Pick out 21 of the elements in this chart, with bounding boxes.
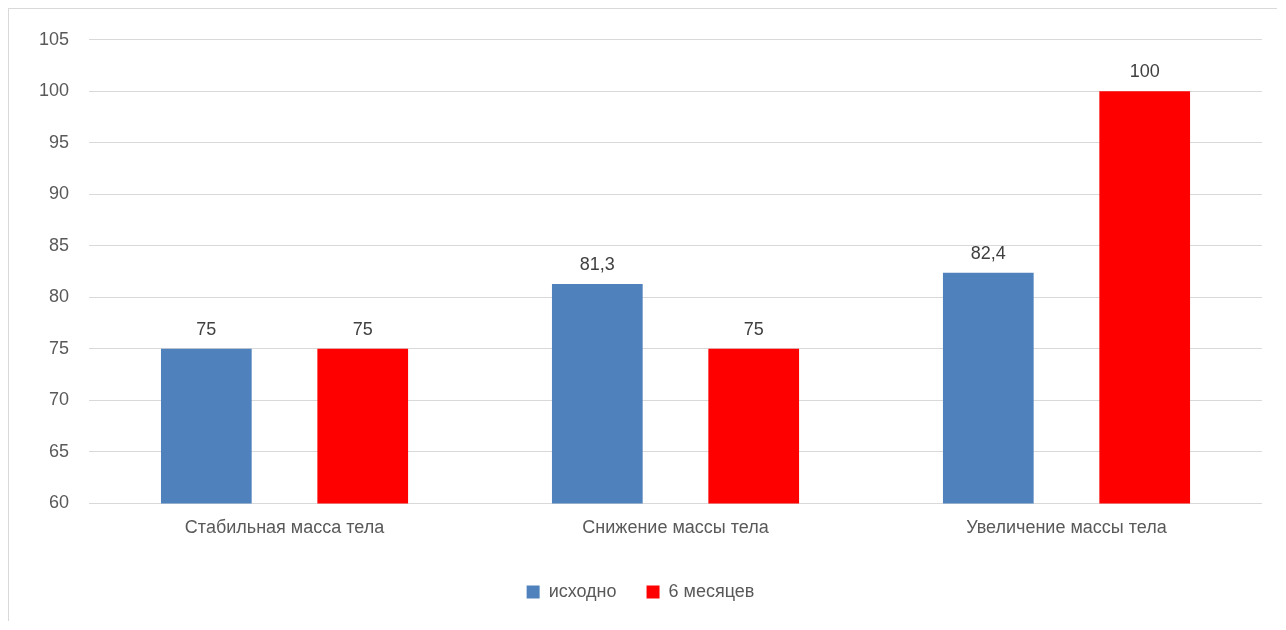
x-tick-label: Увеличение массы тела bbox=[966, 517, 1168, 538]
x-tick-label: Стабильная масса тела bbox=[184, 517, 386, 538]
data-label: 75 bbox=[196, 318, 217, 339]
legend-label: исходно bbox=[548, 580, 617, 601]
y-tick-label: 65 bbox=[49, 440, 70, 461]
data-label: 75 bbox=[743, 318, 764, 339]
x-tick-label: Снижение массы тела bbox=[582, 517, 770, 538]
data-label: 100 bbox=[1129, 61, 1160, 82]
y-tick-label: 85 bbox=[49, 234, 70, 255]
y-tick-label: 105 bbox=[38, 28, 70, 49]
y-tick-label: 60 bbox=[49, 492, 70, 513]
data-label: 82,4 bbox=[970, 242, 1006, 263]
y-tick-label: 95 bbox=[49, 131, 70, 152]
y-tick-label: 70 bbox=[49, 389, 70, 410]
y-tick-label: 75 bbox=[49, 337, 70, 358]
y-tick-label: 90 bbox=[49, 183, 70, 204]
y-tick-label: 100 bbox=[38, 80, 70, 101]
data-label: 75 bbox=[352, 318, 373, 339]
y-tick-label: 80 bbox=[49, 286, 70, 307]
data-label: 81,3 bbox=[579, 253, 615, 274]
legend-label: 6 месяцев bbox=[668, 580, 755, 601]
